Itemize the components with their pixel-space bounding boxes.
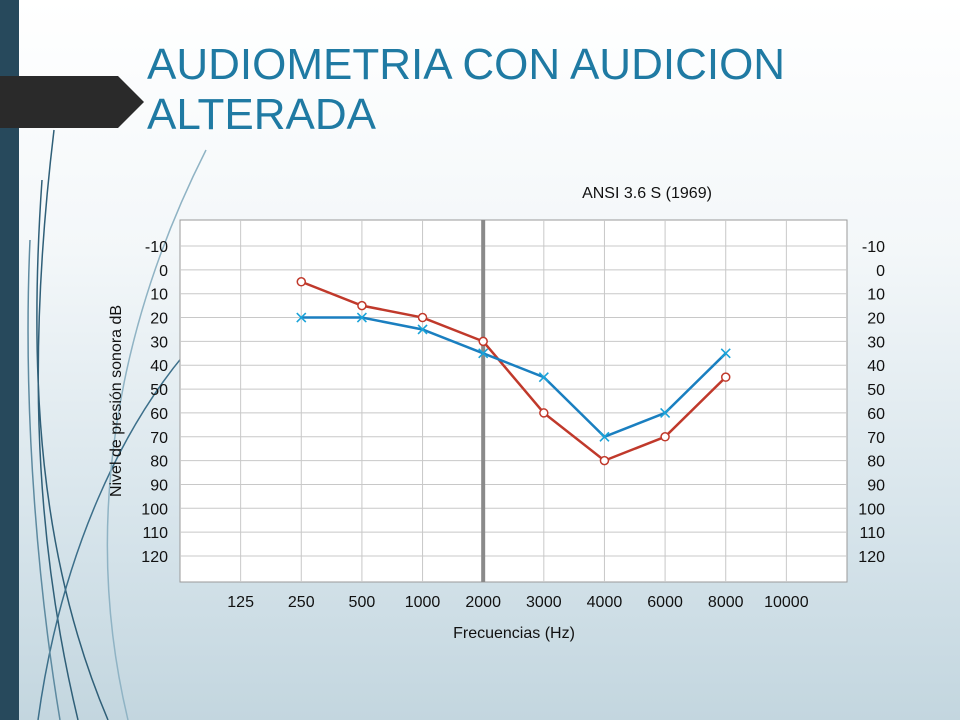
y-tick-label-right: 40 bbox=[867, 358, 885, 375]
x-tick-label: 3000 bbox=[526, 594, 562, 611]
x-marker-stroke bbox=[417, 324, 428, 335]
y-tick-label-right: 50 bbox=[867, 382, 885, 399]
decorative-swoosh-lines bbox=[27, 129, 207, 720]
y-tick-label-left: -10 bbox=[145, 239, 168, 256]
x-marker-stroke bbox=[599, 431, 610, 442]
y-tick-label-right: 120 bbox=[858, 549, 885, 566]
y-tick-label-left: 80 bbox=[150, 454, 168, 471]
x-tick-label: 125 bbox=[227, 594, 254, 611]
series-2-point bbox=[356, 312, 367, 323]
y-tick-label-left: 20 bbox=[150, 311, 168, 328]
series-1-point bbox=[357, 300, 367, 311]
slide-title: AUDIOMETRIA CON AUDICION ALTERADA bbox=[147, 40, 927, 140]
y-tick-label-right: 10 bbox=[867, 287, 885, 304]
y-tick-label-left: 50 bbox=[150, 382, 168, 399]
series-1-point bbox=[417, 312, 428, 323]
y-tick-label-left: 120 bbox=[141, 549, 168, 566]
x-marker-stroke bbox=[296, 312, 307, 323]
y-tick-label-left: 10 bbox=[150, 287, 168, 304]
series-1-point bbox=[478, 336, 488, 347]
y-tick-label-left: 40 bbox=[150, 358, 168, 375]
x-tick-label: 500 bbox=[349, 594, 376, 611]
y-tick-label-right: 60 bbox=[867, 406, 885, 423]
y-tick-label-right: 30 bbox=[867, 334, 885, 351]
x-tick-label: 4000 bbox=[587, 594, 623, 611]
x-marker-stroke bbox=[478, 348, 489, 359]
series-2-point bbox=[538, 372, 549, 383]
y-tick-label-right: 70 bbox=[867, 430, 885, 447]
series-2-point bbox=[720, 348, 731, 359]
series-2-point bbox=[296, 312, 307, 323]
y-tick-labels-right: -10 0 10 20 30 40 50 60 70 80 90 100 110 120 bbox=[858, 239, 885, 566]
series-1-point bbox=[660, 432, 670, 442]
y-tick-label-left: 30 bbox=[150, 334, 168, 351]
y-tick-label-right: 0 bbox=[876, 263, 885, 280]
plot-area bbox=[179, 219, 848, 583]
y-tick-label-right: 80 bbox=[867, 454, 885, 471]
y-tick-label-left: 100 bbox=[141, 501, 168, 518]
y-tick-label-right: -10 bbox=[862, 239, 885, 256]
left-sidebar-bar bbox=[0, 0, 19, 720]
y-tick-label-left: 60 bbox=[150, 406, 168, 423]
y-tick-label-left: 90 bbox=[150, 477, 168, 494]
slide-title-line-1: AUDIOMETRIA CON AUDICION bbox=[147, 40, 786, 89]
slide-title-line-2: ALTERADA bbox=[147, 90, 377, 139]
y-axis-title: Nivel de presión sonora dB bbox=[108, 305, 125, 497]
x-tick-label: 250 bbox=[288, 594, 315, 611]
x-tick-label: 1000 bbox=[405, 594, 441, 611]
series-2-point bbox=[660, 407, 671, 418]
series-2-point bbox=[599, 431, 610, 442]
series-1-point bbox=[296, 277, 307, 287]
x-tick-labels: 125 250 500 1000 2000 3000 4000 6000 8000 10000 bbox=[227, 594, 808, 611]
x-tick-label: 8000 bbox=[708, 594, 744, 611]
series-1-point bbox=[599, 455, 610, 466]
x-axis-title: Frecuencias (Hz) bbox=[453, 625, 575, 642]
x-tick-label: 2000 bbox=[465, 594, 501, 611]
y-tick-label-left: 0 bbox=[159, 263, 168, 280]
grid-lines bbox=[180, 220, 847, 582]
x-marker-stroke bbox=[660, 407, 671, 418]
x-tick-label: 6000 bbox=[647, 594, 683, 611]
y-tick-label-right: 90 bbox=[867, 477, 885, 494]
x-marker-stroke bbox=[538, 372, 549, 383]
title-tab-arrow bbox=[0, 76, 144, 128]
series-2-point bbox=[417, 324, 428, 335]
series-2-point bbox=[478, 348, 489, 359]
series-layer bbox=[296, 277, 731, 466]
x-marker-stroke bbox=[720, 348, 731, 359]
chart-title: ANSI 3.6 S (1969) bbox=[582, 185, 712, 202]
x-marker-stroke bbox=[356, 312, 367, 323]
x-tick-label: 10000 bbox=[764, 594, 809, 611]
y-tick-label-right: 110 bbox=[859, 525, 885, 542]
y-tick-label-left: 110 bbox=[142, 525, 168, 542]
y-tick-label-right: 20 bbox=[867, 311, 885, 328]
series-1-point bbox=[539, 408, 549, 418]
y-tick-labels-left: -10 0 10 20 30 40 50 60 70 80 90 100 110 120 bbox=[141, 239, 168, 566]
series-line-1 bbox=[300, 280, 727, 463]
series-line-2 bbox=[301, 316, 727, 439]
series-1-point bbox=[720, 372, 731, 382]
y-tick-label-right: 100 bbox=[858, 501, 885, 518]
y-tick-label-left: 70 bbox=[150, 430, 168, 447]
